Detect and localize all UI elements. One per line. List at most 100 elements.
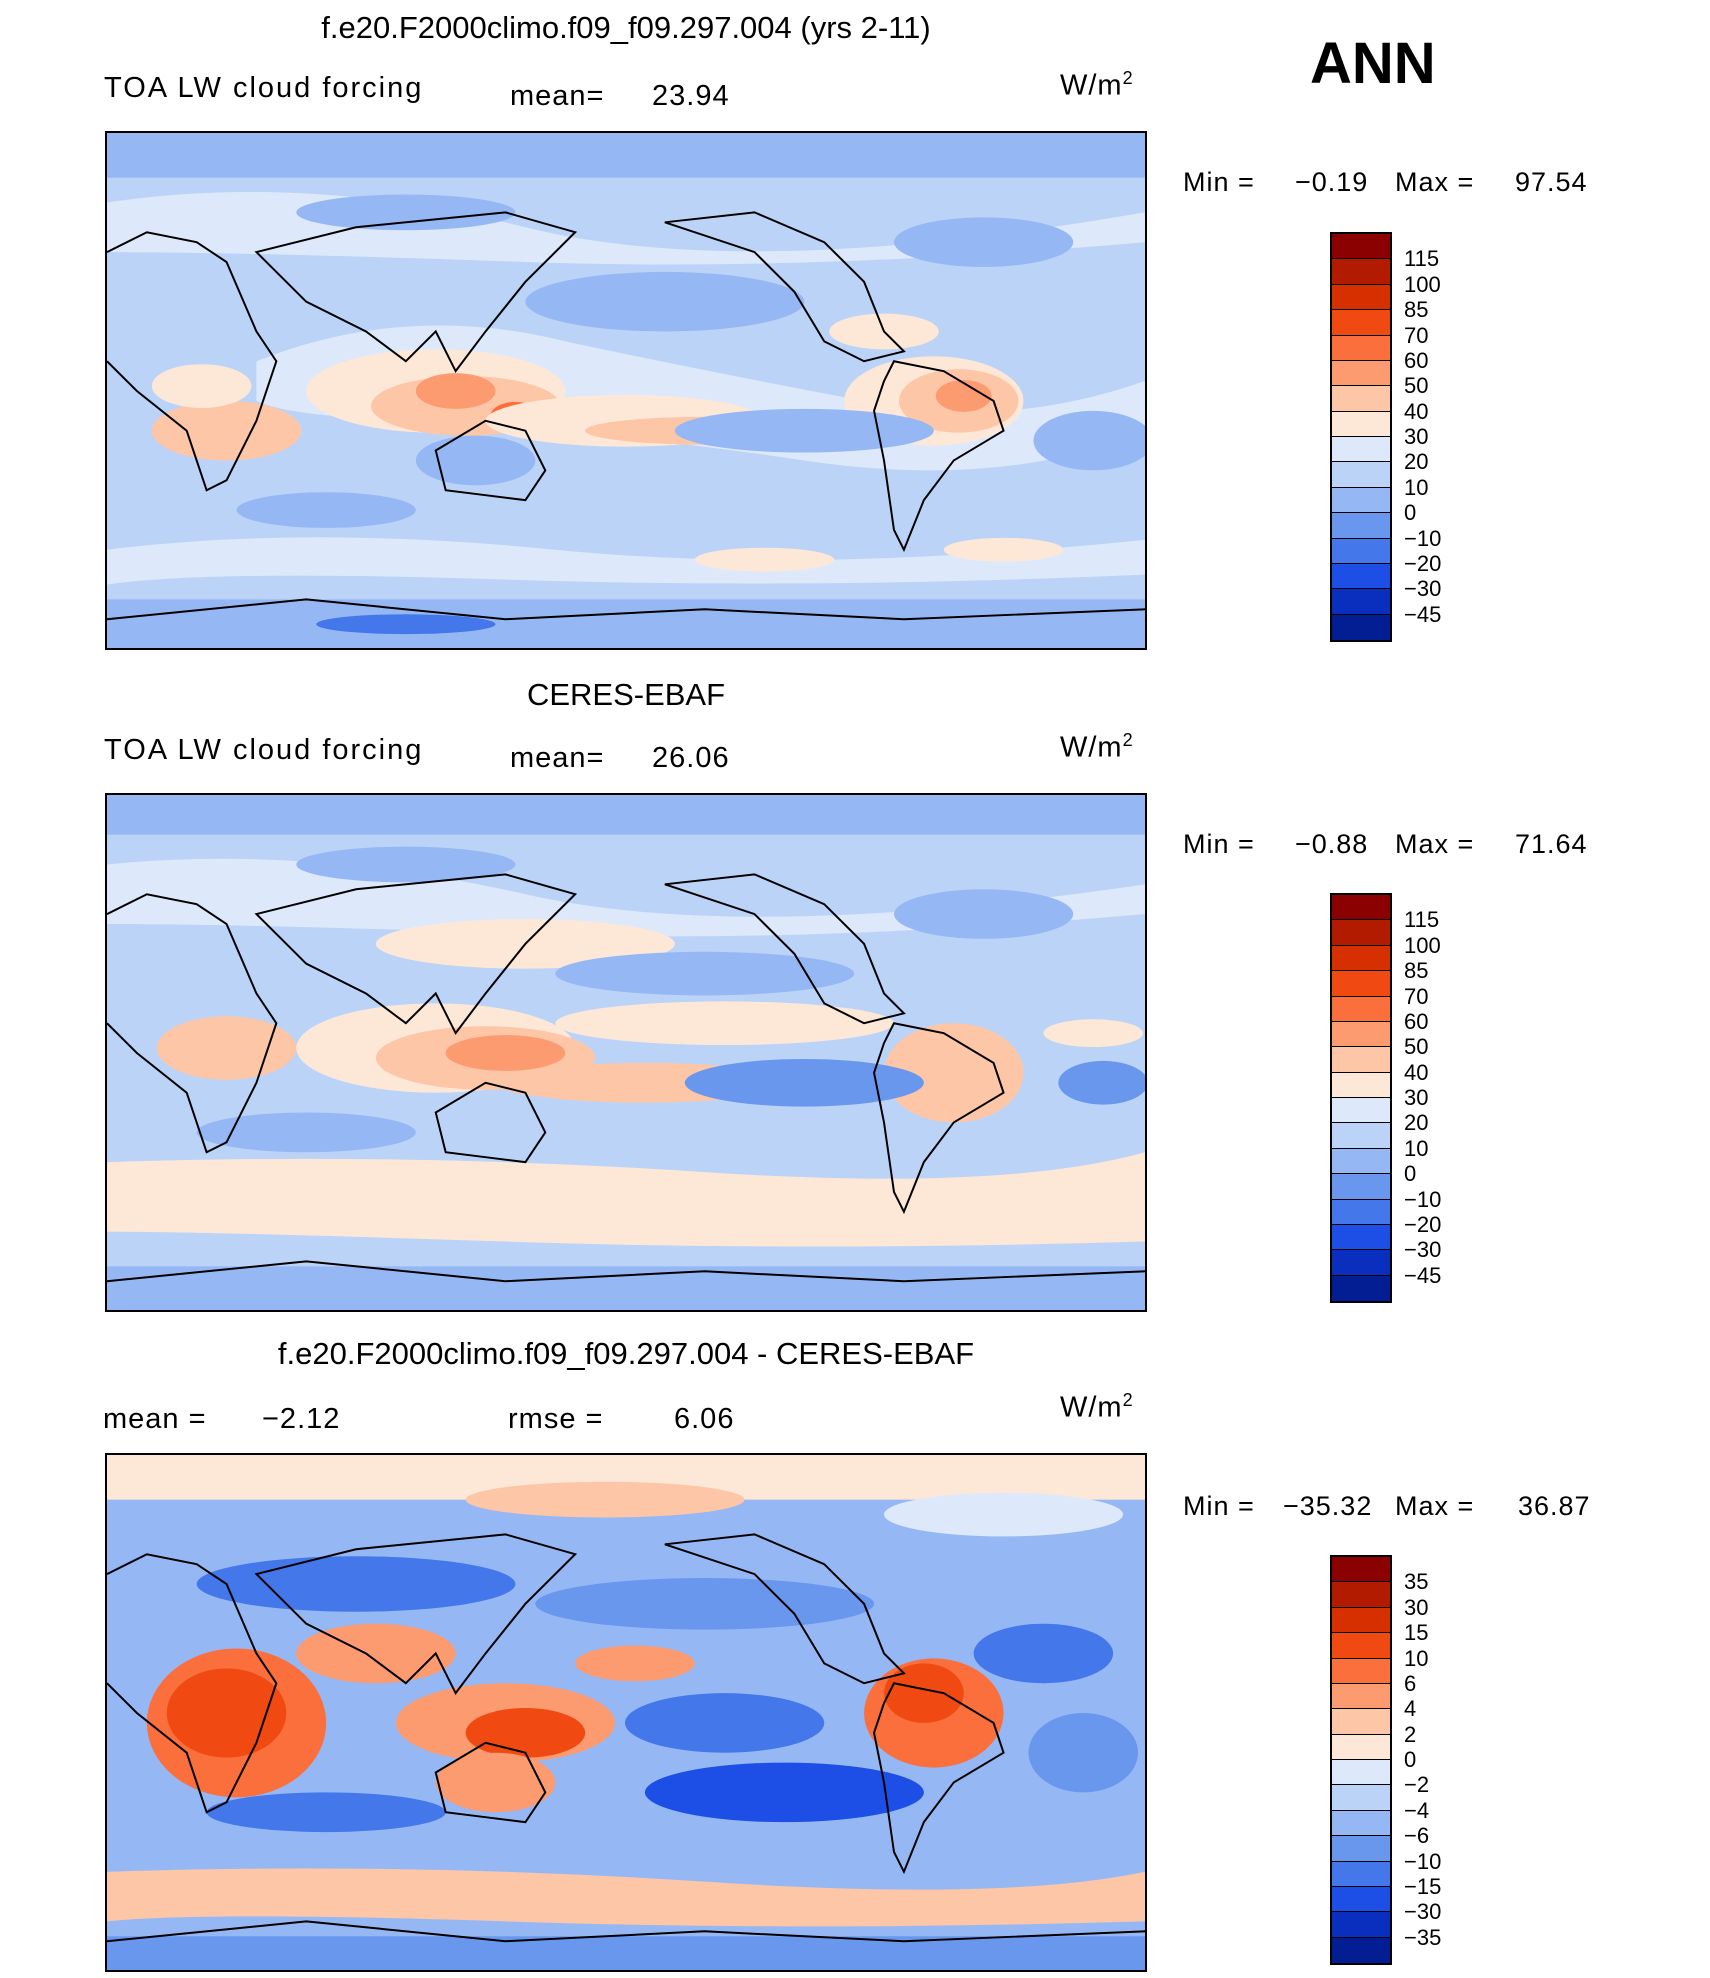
colorbar-tick-label: 35 <box>1404 1569 1429 1595</box>
colorbar-tick-label: 20 <box>1404 1110 1429 1136</box>
panel-3-rmse-label: rmse = <box>508 1403 604 1435</box>
colorbar-swatch <box>1332 1861 1390 1887</box>
colorbar-tick-label: −10 <box>1404 1848 1442 1874</box>
colorbar-swatch <box>1332 1836 1390 1862</box>
colorbar-swatch <box>1332 1199 1390 1225</box>
panel-3-max-value: 36.87 <box>1518 1491 1591 1521</box>
panel-3-colorbar <box>1330 1555 1392 1965</box>
colorbar-swatch <box>1332 462 1390 488</box>
panel-2-max-value: 71.64 <box>1515 829 1588 859</box>
colorbar-swatch <box>1332 538 1390 564</box>
panel-1-mean-label: mean= <box>510 80 605 112</box>
panel-1-variable-label: TOA LW cloud forcing <box>104 72 424 104</box>
colorbar-swatch <box>1332 1148 1390 1175</box>
panel-3-min-value: −35.32 <box>1283 1491 1373 1521</box>
colorbar-swatch <box>1332 411 1390 437</box>
colorbar-swatch <box>1332 1734 1390 1760</box>
panel-2-units: W/m2 <box>1060 730 1134 764</box>
colorbar-tick-label: −30 <box>1404 576 1442 602</box>
panel-2-mean-label: mean= <box>510 742 605 774</box>
colorbar-swatch <box>1332 1275 1390 1301</box>
panel-2-min-label: Min = <box>1183 829 1255 859</box>
colorbar-swatch <box>1332 971 1390 997</box>
panel-2-title: CERES-EBAF <box>526 677 726 712</box>
colorbar-swatch <box>1332 1582 1390 1608</box>
colorbar-swatch <box>1332 614 1390 640</box>
colorbar-swatch <box>1332 589 1390 615</box>
colorbar-swatch <box>1332 360 1390 387</box>
colorbar-swatch <box>1332 1658 1390 1684</box>
colorbar-tick-label: 10 <box>1404 1645 1429 1671</box>
colorbar-tick-label: 70 <box>1404 322 1429 348</box>
panel-1-max-value: 97.54 <box>1515 167 1588 197</box>
colorbar-tick-label: 10 <box>1404 1135 1429 1161</box>
colorbar-tick-label: 60 <box>1404 1008 1429 1034</box>
colorbar-tick-label: 20 <box>1404 449 1429 475</box>
colorbar-swatch <box>1332 513 1390 539</box>
colorbar-tick-label: −20 <box>1404 550 1442 576</box>
panel-3-max-label: Max = <box>1395 1491 1475 1521</box>
panel-1-min-value: −0.19 <box>1295 167 1369 197</box>
colorbar-tick-label: −45 <box>1404 1262 1442 1288</box>
colorbar-tick-label: 30 <box>1404 1594 1429 1620</box>
colorbar-tick-label: −15 <box>1404 1873 1442 1899</box>
colorbar-tick-label: 85 <box>1404 958 1429 984</box>
colorbar-swatch <box>1332 945 1390 972</box>
colorbar-tick-label: 100 <box>1404 932 1441 958</box>
colorbar-tick-label: 0 <box>1404 1747 1417 1772</box>
colorbar-swatch <box>1332 284 1390 311</box>
colorbar-swatch <box>1332 920 1390 946</box>
colorbar-swatch <box>1332 1250 1390 1276</box>
colorbar-swatch <box>1332 386 1390 412</box>
panel-3-title: f.e20.F2000climo.f09_f09.297.004 - CERES… <box>277 1336 975 1371</box>
colorbar-tick-label: −20 <box>1404 1211 1442 1237</box>
panel-1-min-label: Min = <box>1183 167 1255 197</box>
colorbar-tick-label: −4 <box>1404 1797 1430 1823</box>
colorbar-tick-label: 0 <box>1404 500 1417 526</box>
colorbar-tick-label: −35 <box>1404 1924 1442 1950</box>
panel-2-variable-label: TOA LW cloud forcing <box>104 734 424 766</box>
colorbar-tick-label: −2 <box>1404 1772 1430 1798</box>
panel-2-map <box>105 793 1147 1312</box>
panel-2-min-value: −0.88 <box>1295 829 1369 859</box>
colorbar-tick-label: 85 <box>1404 297 1429 323</box>
colorbar-swatch <box>1332 335 1390 361</box>
colorbar-swatch <box>1332 1810 1390 1837</box>
colorbar-tick-label: 50 <box>1404 373 1429 399</box>
colorbar-tick-label: 6 <box>1404 1670 1417 1696</box>
colorbar-swatch <box>1332 1785 1390 1811</box>
colorbar-swatch <box>1332 1633 1390 1659</box>
panel-3-mean-label: mean = <box>103 1403 207 1435</box>
colorbar-tick-label: 2 <box>1404 1721 1417 1747</box>
colorbar-swatch <box>1332 1760 1390 1786</box>
colorbar-tick-label: 4 <box>1404 1696 1417 1722</box>
colorbar-swatch <box>1332 1072 1390 1098</box>
colorbar-swatch <box>1332 259 1390 285</box>
colorbar-tick-label: −30 <box>1404 1899 1442 1925</box>
colorbar-tick-label: 60 <box>1404 347 1429 373</box>
colorbar-swatch <box>1332 1021 1390 1048</box>
panel-3-min-label: Min = <box>1183 1491 1255 1521</box>
colorbar-swatch <box>1332 1098 1390 1124</box>
colorbar-swatch <box>1332 1047 1390 1073</box>
panel-3-rmse-value: 6.06 <box>674 1403 735 1435</box>
panel-2-max-label: Max = <box>1395 829 1475 859</box>
colorbar-tick-label: −30 <box>1404 1237 1442 1263</box>
panel-2-mean-value: 26.06 <box>652 742 730 774</box>
colorbar-tick-label: 15 <box>1404 1620 1429 1646</box>
colorbar-swatch <box>1332 1683 1390 1710</box>
colorbar-swatch <box>1332 437 1390 463</box>
colorbar-swatch <box>1332 563 1390 590</box>
colorbar-tick-label: 100 <box>1404 271 1441 297</box>
colorbar-tick-label: 30 <box>1404 424 1429 449</box>
panel-1-mean-value: 23.94 <box>652 80 730 112</box>
colorbar-swatch <box>1332 996 1390 1022</box>
colorbar-swatch <box>1332 1174 1390 1200</box>
panel-1-title: f.e20.F2000climo.f09_f09.297.004 (yrs 2-… <box>321 10 931 45</box>
panel-3-map <box>105 1453 1147 1972</box>
colorbar-swatch <box>1332 1224 1390 1251</box>
colorbar-tick-label: 10 <box>1404 474 1429 500</box>
colorbar-tick-label: 40 <box>1404 1059 1429 1085</box>
colorbar-tick-label: 50 <box>1404 1034 1429 1060</box>
colorbar-swatch <box>1332 1709 1390 1735</box>
